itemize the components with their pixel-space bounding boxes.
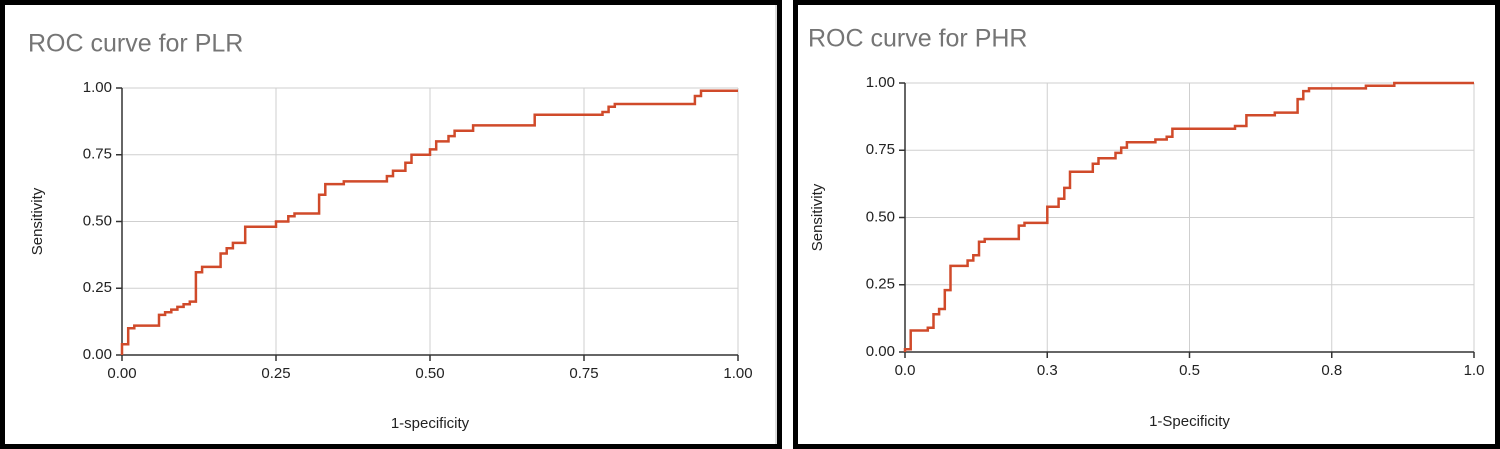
roc-curve — [120, 89, 738, 355]
y-axis-label: Sensitivity — [809, 183, 826, 251]
y-tick-label: 0.25 — [866, 276, 895, 293]
y-tick-label: 0.75 — [866, 141, 895, 158]
y-tick-label: 0.75 — [83, 146, 112, 163]
y-axis-label: Sensitivity — [29, 187, 46, 255]
x-tick-label: 0.75 — [569, 365, 598, 382]
panel-frame — [0, 0, 782, 449]
x-tick-label: 0.00 — [107, 365, 136, 382]
chart-title: ROC curve for PLR — [28, 30, 243, 58]
y-tick-label: 0.00 — [866, 343, 895, 360]
x-tick-label: 0.8 — [1321, 362, 1342, 379]
x-axis-label: 1-specificity — [391, 415, 470, 432]
x-tick-label: 1.0 — [1464, 362, 1485, 379]
x-tick-label: 0.50 — [415, 365, 444, 382]
x-tick-label: 0.0 — [895, 362, 916, 379]
y-tick-label: 0.25 — [83, 279, 112, 296]
x-tick-label: 0.3 — [1037, 362, 1058, 379]
y-tick-label: 0.00 — [83, 346, 112, 363]
y-tick-label: 0.50 — [83, 212, 112, 229]
y-tick-label: 1.00 — [83, 79, 112, 96]
roc-curve — [903, 81, 1474, 352]
chart-title: ROC curve for PHR — [808, 25, 1027, 53]
y-tick-label: 0.50 — [866, 208, 895, 225]
x-tick-label: 1.00 — [723, 365, 752, 382]
panel-frame — [793, 0, 1500, 449]
x-axis-label: 1-Specificity — [1149, 413, 1230, 430]
x-tick-label: 0.25 — [261, 365, 290, 382]
x-tick-label: 0.5 — [1179, 362, 1200, 379]
y-tick-label: 1.00 — [866, 74, 895, 91]
